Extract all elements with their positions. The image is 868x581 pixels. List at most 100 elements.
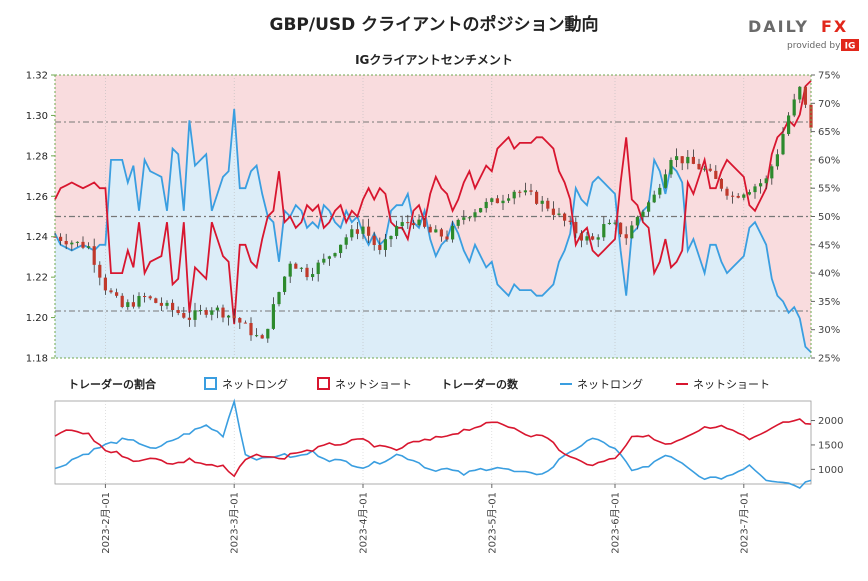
candle-body <box>551 208 555 215</box>
candle-body <box>70 242 74 245</box>
candle-body <box>647 202 651 212</box>
price-candles <box>53 86 813 343</box>
candle-body <box>568 220 572 222</box>
candle-body <box>400 222 404 227</box>
candle-body <box>75 241 79 243</box>
candle-body <box>652 194 656 203</box>
percent-tick-label: 55% <box>818 184 840 195</box>
candle-body <box>781 134 785 155</box>
candle-body <box>540 200 544 204</box>
price-tick-label: 1.26 <box>26 192 48 203</box>
candle-body <box>507 198 511 201</box>
candle-body <box>238 318 242 323</box>
candle-body <box>361 226 365 234</box>
candle-body <box>299 267 303 269</box>
short-count-line <box>54 418 812 478</box>
candle-body <box>613 222 617 224</box>
candle-body <box>747 192 751 195</box>
candle-body <box>210 310 214 315</box>
candle-body <box>456 219 460 226</box>
candle-body <box>490 198 494 202</box>
candle-body <box>395 226 399 236</box>
candle-body <box>344 237 348 245</box>
candle-body <box>753 186 757 193</box>
candle-body <box>759 183 763 187</box>
candle-body <box>473 212 477 218</box>
price-tick-label: 1.30 <box>26 111 48 122</box>
price-tick-label: 1.18 <box>26 354 48 365</box>
candle-body <box>619 222 623 235</box>
percent-tick-label: 30% <box>818 325 840 336</box>
long-count-line <box>54 398 812 489</box>
candle-body <box>199 310 203 312</box>
candle-body <box>770 166 774 179</box>
candle-body <box>641 211 645 217</box>
legend-ratio-short: ネットショート <box>335 378 412 391</box>
candle-body <box>305 267 309 278</box>
candle-body <box>339 244 343 254</box>
candle-body <box>266 328 270 339</box>
dailyfx-logo: DAILY FX provided by IG <box>748 17 859 52</box>
legend-ratio-long-swatch <box>204 377 217 390</box>
candle-body <box>171 302 175 311</box>
count-plot: 2000 1500 1000 2023-2月-01 2023-3月-01 2023-4月-… <box>54 398 843 554</box>
candle-body <box>731 195 735 197</box>
candle-body <box>630 225 634 239</box>
candle-body <box>92 246 96 265</box>
chart-subtitle: IGクライアントセンチメント <box>355 53 513 67</box>
candle-body <box>411 223 415 226</box>
candle-body <box>159 302 163 306</box>
count-tick-label: 2000 <box>818 416 843 427</box>
candle-body <box>512 191 516 199</box>
candle-body <box>103 277 107 291</box>
candle-body <box>243 322 247 324</box>
logo-fx: FX <box>821 17 848 36</box>
candle-body <box>227 315 231 318</box>
candle-body <box>591 236 595 240</box>
candle-body <box>143 296 147 298</box>
count-plot-border <box>54 400 812 485</box>
candle-body <box>182 313 186 318</box>
candle-body <box>775 154 779 167</box>
candle-body <box>322 258 326 263</box>
candle-body <box>607 222 611 225</box>
candle-body <box>787 115 791 135</box>
legend-ratio-title: トレーダーの割合 <box>68 377 157 391</box>
candle-body <box>98 264 102 278</box>
logo-provided: provided by <box>787 41 841 51</box>
percent-tick-label: 35% <box>818 297 840 308</box>
candle-body <box>115 292 119 296</box>
candle-body <box>803 86 807 105</box>
candle-body <box>434 229 438 233</box>
candle-body <box>187 317 191 320</box>
price-tick-label: 1.22 <box>26 273 48 284</box>
candle-body <box>428 226 432 233</box>
date-tick-label: 2023-2月-01 <box>100 492 112 554</box>
legend-count-title: トレーダーの数 <box>441 377 519 391</box>
candle-body <box>439 229 443 237</box>
percent-tick-label: 65% <box>818 127 840 138</box>
candle-body <box>535 191 539 204</box>
candle-body <box>445 236 449 240</box>
chart-title: GBP/USD クライアントのポジション動向 <box>270 14 599 35</box>
logo-ig: IG <box>845 42 856 52</box>
percent-tick-label: 75% <box>818 71 840 82</box>
candle-body <box>658 187 662 195</box>
candle-body <box>131 302 135 307</box>
candle-body <box>126 302 130 307</box>
candle-body <box>249 322 253 336</box>
candle-body <box>389 235 393 240</box>
percent-tick-label: 70% <box>818 99 840 110</box>
date-tick-label: 2023-7月-01 <box>738 492 750 554</box>
candle-body <box>87 246 91 248</box>
price-tick-label: 1.32 <box>26 71 48 82</box>
candle-body <box>109 290 113 293</box>
candle-body <box>719 178 723 189</box>
count-tick-label: 1000 <box>818 465 843 476</box>
candle-body <box>294 263 298 269</box>
date-tick-label: 2023-5月-01 <box>486 492 498 554</box>
candle-body <box>792 99 796 116</box>
candle-body <box>602 224 606 238</box>
percent-tick-label: 40% <box>818 269 840 280</box>
candle-body <box>546 200 550 209</box>
